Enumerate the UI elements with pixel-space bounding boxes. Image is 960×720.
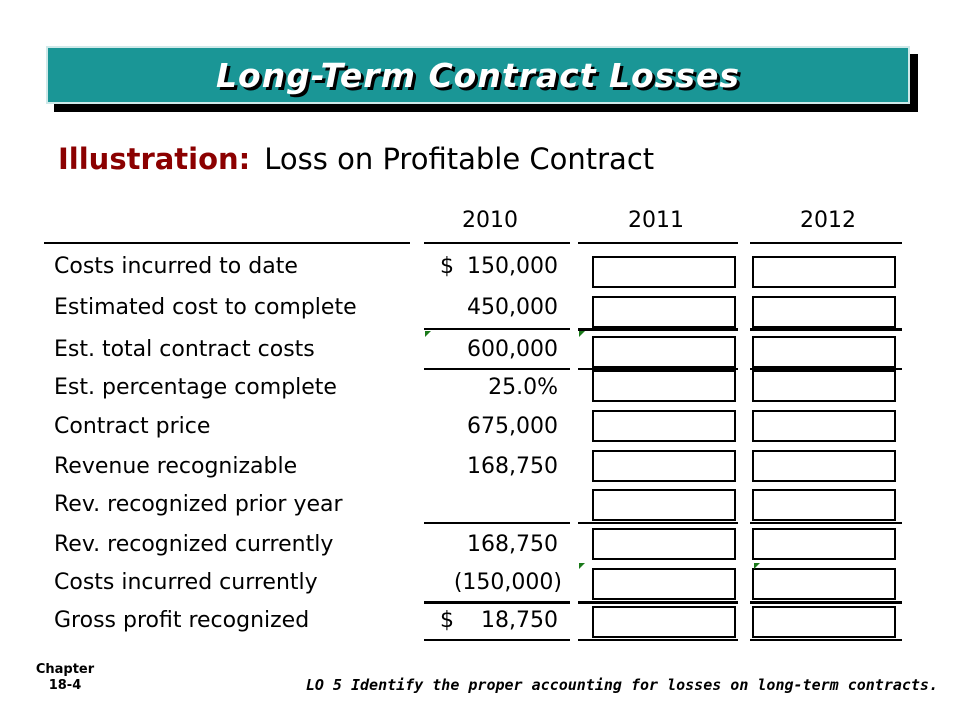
year-header-2012: 2012	[800, 208, 856, 233]
row-label-contract-price: Contract price	[54, 414, 211, 439]
answer-box-2012-est-total-contract-costs[interactable]	[752, 336, 896, 368]
row-label-revenue-recognizable: Revenue recognizable	[54, 454, 298, 479]
row-value-costs-incurred-to-date: 150,000	[467, 254, 558, 279]
answer-box-2012-estimated-cost-to-complete[interactable]	[752, 296, 896, 328]
header-rule-2010	[424, 242, 570, 244]
green-tick-mark	[579, 563, 585, 569]
row-label-est-total-contract-costs: Est. total contract costs	[54, 337, 315, 362]
rule-2012-c	[750, 522, 902, 524]
answer-box-2011-costs-incurred-currently[interactable]	[592, 568, 736, 600]
rule-2010-c	[424, 522, 570, 524]
double-rule-2012	[750, 639, 902, 641]
rule-2011-b	[578, 368, 738, 370]
row-label-rev-recognized-prior-year: Rev. recognized prior year	[54, 492, 343, 517]
row-value-costs-incurred-currently: (150,000)	[453, 570, 562, 595]
rule-2011-c	[578, 522, 738, 524]
answer-box-2011-estimated-cost-to-complete[interactable]	[592, 296, 736, 328]
answer-box-2012-est-percentage-complete[interactable]	[752, 370, 896, 402]
gp-rule-2010	[424, 601, 570, 604]
answer-box-2011-est-percentage-complete[interactable]	[592, 370, 736, 402]
answer-box-2011-contract-price[interactable]	[592, 410, 736, 442]
green-tick-mark	[425, 331, 431, 337]
header-rule-label	[44, 242, 410, 244]
sum-rule-2012	[750, 328, 902, 331]
answer-box-2012-gross-profit-recognized[interactable]	[752, 606, 896, 638]
header-rule-2011	[578, 242, 738, 244]
row-value-gross-profit-recognized: 18,750	[481, 608, 558, 633]
rule-2010-b	[424, 368, 570, 370]
subtitle-lead: Illustration:	[58, 142, 251, 176]
row-label-rev-recognized-currently: Rev. recognized currently	[54, 532, 334, 557]
gp-rule-2011	[578, 601, 738, 604]
answer-box-2012-rev-recognized-currently[interactable]	[752, 528, 896, 560]
chapter-line-1: Chapter	[35, 662, 95, 677]
chapter-line-2: 18-4	[48, 678, 82, 693]
learning-objective: LO 5 Identify the proper accounting for …	[305, 676, 938, 694]
title-banner: Long-Term Contract Losses	[46, 46, 910, 104]
answer-box-2012-rev-recognized-prior-year[interactable]	[752, 489, 896, 521]
answer-box-2011-gross-profit-recognized[interactable]	[592, 606, 736, 638]
answer-box-2011-revenue-recognizable[interactable]	[592, 450, 736, 482]
answer-box-2012-revenue-recognizable[interactable]	[752, 450, 896, 482]
header-rule-2012	[750, 242, 902, 244]
row-label-estimated-cost-to-complete: Estimated cost to complete	[54, 295, 357, 320]
sum-rule-2011	[578, 328, 738, 331]
row-value-est-total-contract-costs: 600,000	[467, 337, 558, 362]
subtitle-rest: Loss on Profitable Contract	[264, 142, 655, 176]
subtitle: Illustration: Loss on Profitable Contract	[58, 142, 654, 176]
green-tick-mark	[579, 331, 585, 337]
page-title: Long-Term Contract Losses	[216, 55, 740, 95]
row-value-contract-price: 675,000	[467, 414, 558, 439]
chapter-label: Chapter 18-4	[30, 662, 100, 694]
answer-box-2012-costs-incurred-to-date[interactable]	[752, 256, 896, 288]
row-value-estimated-cost-to-complete: 450,000	[467, 295, 558, 320]
answer-box-2011-rev-recognized-prior-year[interactable]	[592, 489, 736, 521]
double-rule-2011	[578, 639, 738, 641]
gp-rule-2012	[750, 601, 902, 604]
answer-box-2012-costs-incurred-currently[interactable]	[752, 568, 896, 600]
double-rule-2010	[424, 639, 570, 641]
sum-rule-2010	[424, 328, 570, 330]
year-header-2011: 2011	[628, 208, 684, 233]
row-dollar-gross-profit-recognized: $	[440, 608, 454, 633]
row-label-costs-incurred-to-date: Costs incurred to date	[54, 254, 298, 279]
row-value-rev-recognized-currently: 168,750	[467, 532, 558, 557]
row-dollar-costs-incurred-to-date: $	[440, 254, 454, 279]
row-label-est-percentage-complete: Est. percentage complete	[54, 375, 337, 400]
row-label-costs-incurred-currently: Costs incurred currently	[54, 570, 318, 595]
answer-box-2011-rev-recognized-currently[interactable]	[592, 528, 736, 560]
answer-box-2011-costs-incurred-to-date[interactable]	[592, 256, 736, 288]
year-header-2010: 2010	[462, 208, 518, 233]
row-value-est-percentage-complete: 25.0%	[488, 375, 558, 400]
row-value-revenue-recognizable: 168,750	[467, 454, 558, 479]
rule-2012-b	[750, 368, 902, 370]
answer-box-2011-est-total-contract-costs[interactable]	[592, 336, 736, 368]
answer-box-2012-contract-price[interactable]	[752, 410, 896, 442]
green-tick-mark	[754, 563, 760, 569]
row-label-gross-profit-recognized: Gross profit recognized	[54, 608, 310, 633]
